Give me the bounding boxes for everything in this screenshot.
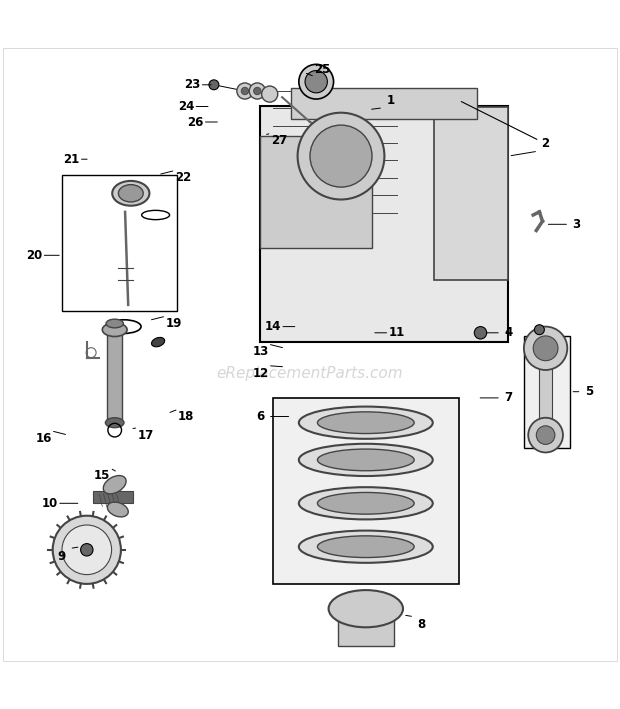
Text: 18: 18	[178, 410, 194, 423]
Ellipse shape	[299, 444, 433, 476]
Text: 6: 6	[256, 410, 265, 423]
Text: 13: 13	[252, 345, 268, 358]
Circle shape	[299, 65, 334, 99]
Ellipse shape	[106, 319, 123, 328]
Text: 15: 15	[94, 469, 110, 482]
Circle shape	[310, 125, 372, 187]
Ellipse shape	[317, 536, 414, 557]
Ellipse shape	[317, 493, 414, 514]
Ellipse shape	[317, 449, 414, 471]
Bar	[524, 336, 570, 447]
Bar	[107, 327, 122, 423]
Circle shape	[528, 418, 563, 452]
Circle shape	[533, 336, 558, 361]
Text: 14: 14	[265, 320, 281, 333]
Circle shape	[254, 87, 261, 95]
Ellipse shape	[107, 502, 128, 517]
Ellipse shape	[102, 323, 127, 337]
Ellipse shape	[317, 412, 414, 433]
Ellipse shape	[105, 418, 124, 428]
Circle shape	[298, 113, 384, 199]
Ellipse shape	[112, 181, 149, 206]
Text: 9: 9	[58, 549, 66, 562]
Bar	[291, 88, 477, 119]
Text: 16: 16	[35, 432, 51, 445]
Circle shape	[360, 702, 372, 709]
Text: 22: 22	[175, 172, 191, 184]
Text: 20: 20	[26, 249, 42, 262]
Bar	[93, 491, 133, 503]
Text: 7: 7	[504, 391, 513, 404]
Bar	[434, 106, 508, 280]
Circle shape	[209, 80, 219, 90]
Circle shape	[81, 544, 93, 556]
Text: 24: 24	[178, 100, 194, 113]
Bar	[62, 174, 177, 311]
Text: 2: 2	[541, 138, 550, 150]
Circle shape	[305, 70, 327, 93]
Text: 23: 23	[184, 78, 200, 91]
Text: 8: 8	[417, 618, 426, 631]
Bar	[273, 398, 459, 584]
Ellipse shape	[299, 487, 433, 520]
Text: 27: 27	[271, 134, 287, 147]
Ellipse shape	[118, 184, 143, 202]
Circle shape	[534, 325, 544, 335]
Ellipse shape	[299, 406, 433, 439]
Text: 17: 17	[138, 429, 154, 442]
Bar	[260, 136, 372, 248]
Text: 25: 25	[314, 63, 330, 76]
Circle shape	[474, 327, 487, 339]
Ellipse shape	[329, 590, 403, 627]
Circle shape	[62, 525, 112, 574]
Ellipse shape	[299, 530, 433, 563]
Text: 21: 21	[63, 152, 79, 166]
Text: 10: 10	[42, 497, 58, 510]
Circle shape	[536, 426, 555, 445]
Circle shape	[237, 83, 253, 99]
Bar	[338, 609, 394, 646]
Text: 1: 1	[386, 94, 395, 107]
Bar	[539, 348, 552, 435]
Text: 26: 26	[187, 116, 203, 128]
Text: 5: 5	[585, 385, 593, 398]
Text: 11: 11	[389, 326, 405, 340]
Ellipse shape	[104, 476, 126, 494]
Text: 12: 12	[252, 367, 268, 379]
Circle shape	[53, 515, 121, 584]
Text: 4: 4	[504, 326, 513, 340]
Text: eReplacementParts.com: eReplacementParts.com	[216, 366, 404, 381]
Circle shape	[241, 87, 249, 95]
Circle shape	[249, 83, 265, 99]
Circle shape	[524, 327, 567, 370]
Ellipse shape	[151, 337, 165, 347]
Text: 3: 3	[572, 218, 581, 231]
Circle shape	[262, 86, 278, 102]
Text: 19: 19	[166, 317, 182, 330]
Bar	[260, 106, 508, 342]
